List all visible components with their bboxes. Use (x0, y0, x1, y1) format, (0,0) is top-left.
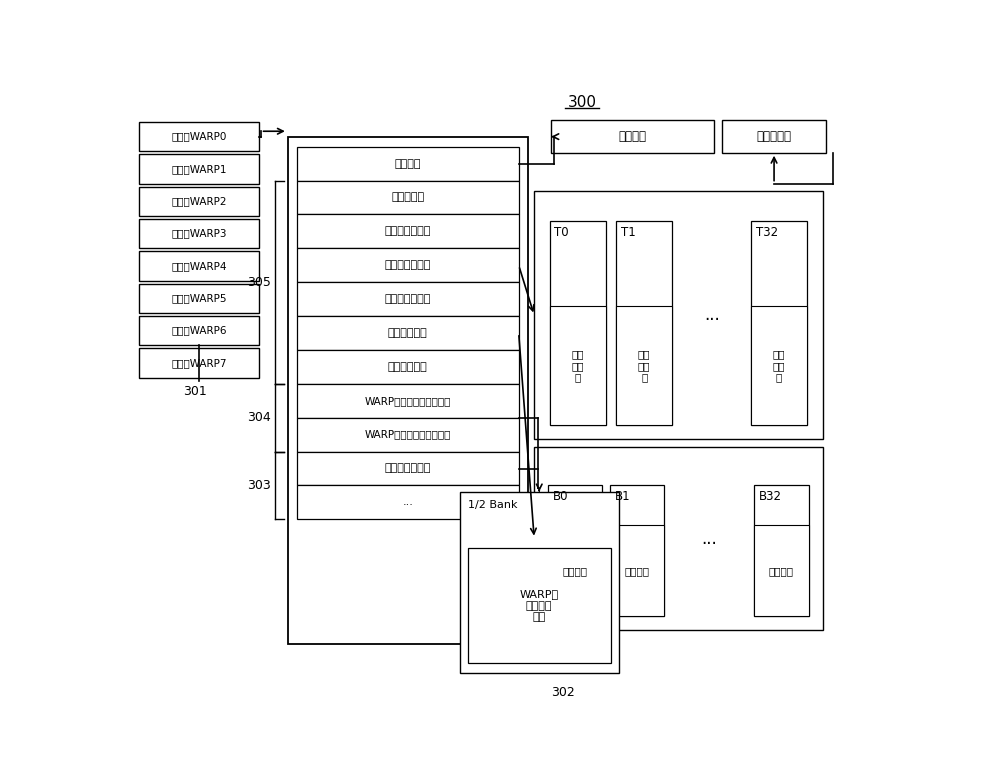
Text: 共享内存大小: 共享内存大小 (388, 362, 428, 372)
Text: 共享内存: 共享内存 (563, 566, 588, 576)
FancyBboxPatch shape (754, 486, 809, 616)
Text: WARP共享通用寄存器基址: WARP共享通用寄存器基址 (365, 396, 451, 406)
FancyBboxPatch shape (297, 282, 519, 316)
FancyBboxPatch shape (297, 451, 519, 486)
Text: 线程束WARP1: 线程束WARP1 (171, 164, 227, 174)
Text: 线程束WARP5: 线程束WARP5 (171, 293, 227, 303)
Text: 300: 300 (568, 95, 597, 110)
Text: 303: 303 (247, 479, 271, 492)
Text: 通用
寄存
器: 通用 寄存 器 (638, 349, 650, 382)
Text: 指令缓冲: 指令缓冲 (395, 159, 421, 169)
Text: 指令缓冲: 指令缓冲 (619, 130, 647, 143)
Text: 线程束WARP3: 线程束WARP3 (171, 229, 227, 239)
FancyBboxPatch shape (754, 525, 809, 616)
Text: 线程束WARP7: 线程束WARP7 (171, 358, 227, 368)
Text: 线程束WARP0: 线程束WARP0 (171, 131, 227, 141)
Text: 共享内存基址: 共享内存基址 (388, 328, 428, 338)
Text: 线程束WARP6: 线程束WARP6 (171, 326, 227, 336)
FancyBboxPatch shape (139, 283, 259, 313)
Text: 共享内存: 共享内存 (769, 566, 794, 576)
Text: ...: ... (701, 530, 717, 547)
Text: 301: 301 (183, 385, 207, 398)
FancyBboxPatch shape (722, 121, 826, 153)
Text: 305: 305 (247, 276, 271, 289)
Text: 通用寄存器大小: 通用寄存器大小 (385, 294, 431, 304)
FancyBboxPatch shape (534, 447, 822, 630)
FancyBboxPatch shape (297, 147, 519, 181)
Text: 通用
寄存
器: 通用 寄存 器 (571, 349, 584, 382)
FancyBboxPatch shape (297, 214, 519, 249)
FancyBboxPatch shape (139, 316, 259, 345)
FancyBboxPatch shape (616, 221, 672, 426)
FancyBboxPatch shape (297, 316, 519, 350)
FancyBboxPatch shape (548, 525, 602, 616)
Text: B1: B1 (615, 489, 630, 502)
Text: T0: T0 (554, 226, 569, 239)
Text: 线程掩码寄存器: 线程掩码寄存器 (385, 226, 431, 236)
Text: WARP共
享通用寄
存器: WARP共 享通用寄 存器 (520, 589, 559, 622)
Text: T32: T32 (756, 226, 778, 239)
FancyBboxPatch shape (551, 121, 714, 153)
Text: B32: B32 (759, 489, 782, 502)
FancyBboxPatch shape (139, 122, 259, 151)
FancyBboxPatch shape (550, 221, 606, 426)
FancyBboxPatch shape (610, 525, 664, 616)
FancyBboxPatch shape (297, 350, 519, 384)
FancyBboxPatch shape (139, 252, 259, 280)
FancyBboxPatch shape (616, 306, 672, 426)
FancyBboxPatch shape (751, 221, 807, 426)
FancyBboxPatch shape (297, 181, 519, 214)
Text: 共享内存: 共享内存 (625, 566, 650, 576)
Text: 线程束WARP2: 线程束WARP2 (171, 196, 227, 206)
FancyBboxPatch shape (550, 306, 606, 426)
Text: 程序计数器: 程序计数器 (391, 192, 424, 202)
Text: WARP共享通用寄存器大小: WARP共享通用寄存器大小 (365, 429, 451, 439)
Text: 通用寄存器基址: 通用寄存器基址 (385, 260, 431, 271)
Text: 程序计数器: 程序计数器 (757, 130, 792, 143)
Text: B0: B0 (553, 489, 568, 502)
Text: 304: 304 (247, 411, 271, 424)
Text: 1/2 Bank: 1/2 Bank (468, 501, 517, 511)
FancyBboxPatch shape (139, 154, 259, 184)
FancyBboxPatch shape (297, 384, 519, 418)
FancyBboxPatch shape (468, 548, 611, 663)
Text: 谓词基址寄存器: 谓词基址寄存器 (385, 464, 431, 473)
Text: T1: T1 (621, 226, 636, 239)
FancyBboxPatch shape (297, 486, 519, 519)
FancyBboxPatch shape (139, 187, 259, 216)
Text: 通用
寄存
器: 通用 寄存 器 (773, 349, 785, 382)
FancyBboxPatch shape (288, 138, 528, 644)
Text: ...: ... (704, 306, 720, 325)
Text: 线程束WARP4: 线程束WARP4 (171, 261, 227, 271)
FancyBboxPatch shape (460, 492, 619, 673)
FancyBboxPatch shape (534, 192, 822, 439)
FancyBboxPatch shape (610, 486, 664, 616)
FancyBboxPatch shape (297, 249, 519, 282)
FancyBboxPatch shape (297, 418, 519, 451)
FancyBboxPatch shape (139, 348, 259, 378)
FancyBboxPatch shape (548, 486, 602, 616)
FancyBboxPatch shape (139, 219, 259, 249)
Text: ...: ... (402, 497, 413, 508)
FancyBboxPatch shape (751, 306, 807, 426)
Text: 302: 302 (551, 686, 575, 699)
